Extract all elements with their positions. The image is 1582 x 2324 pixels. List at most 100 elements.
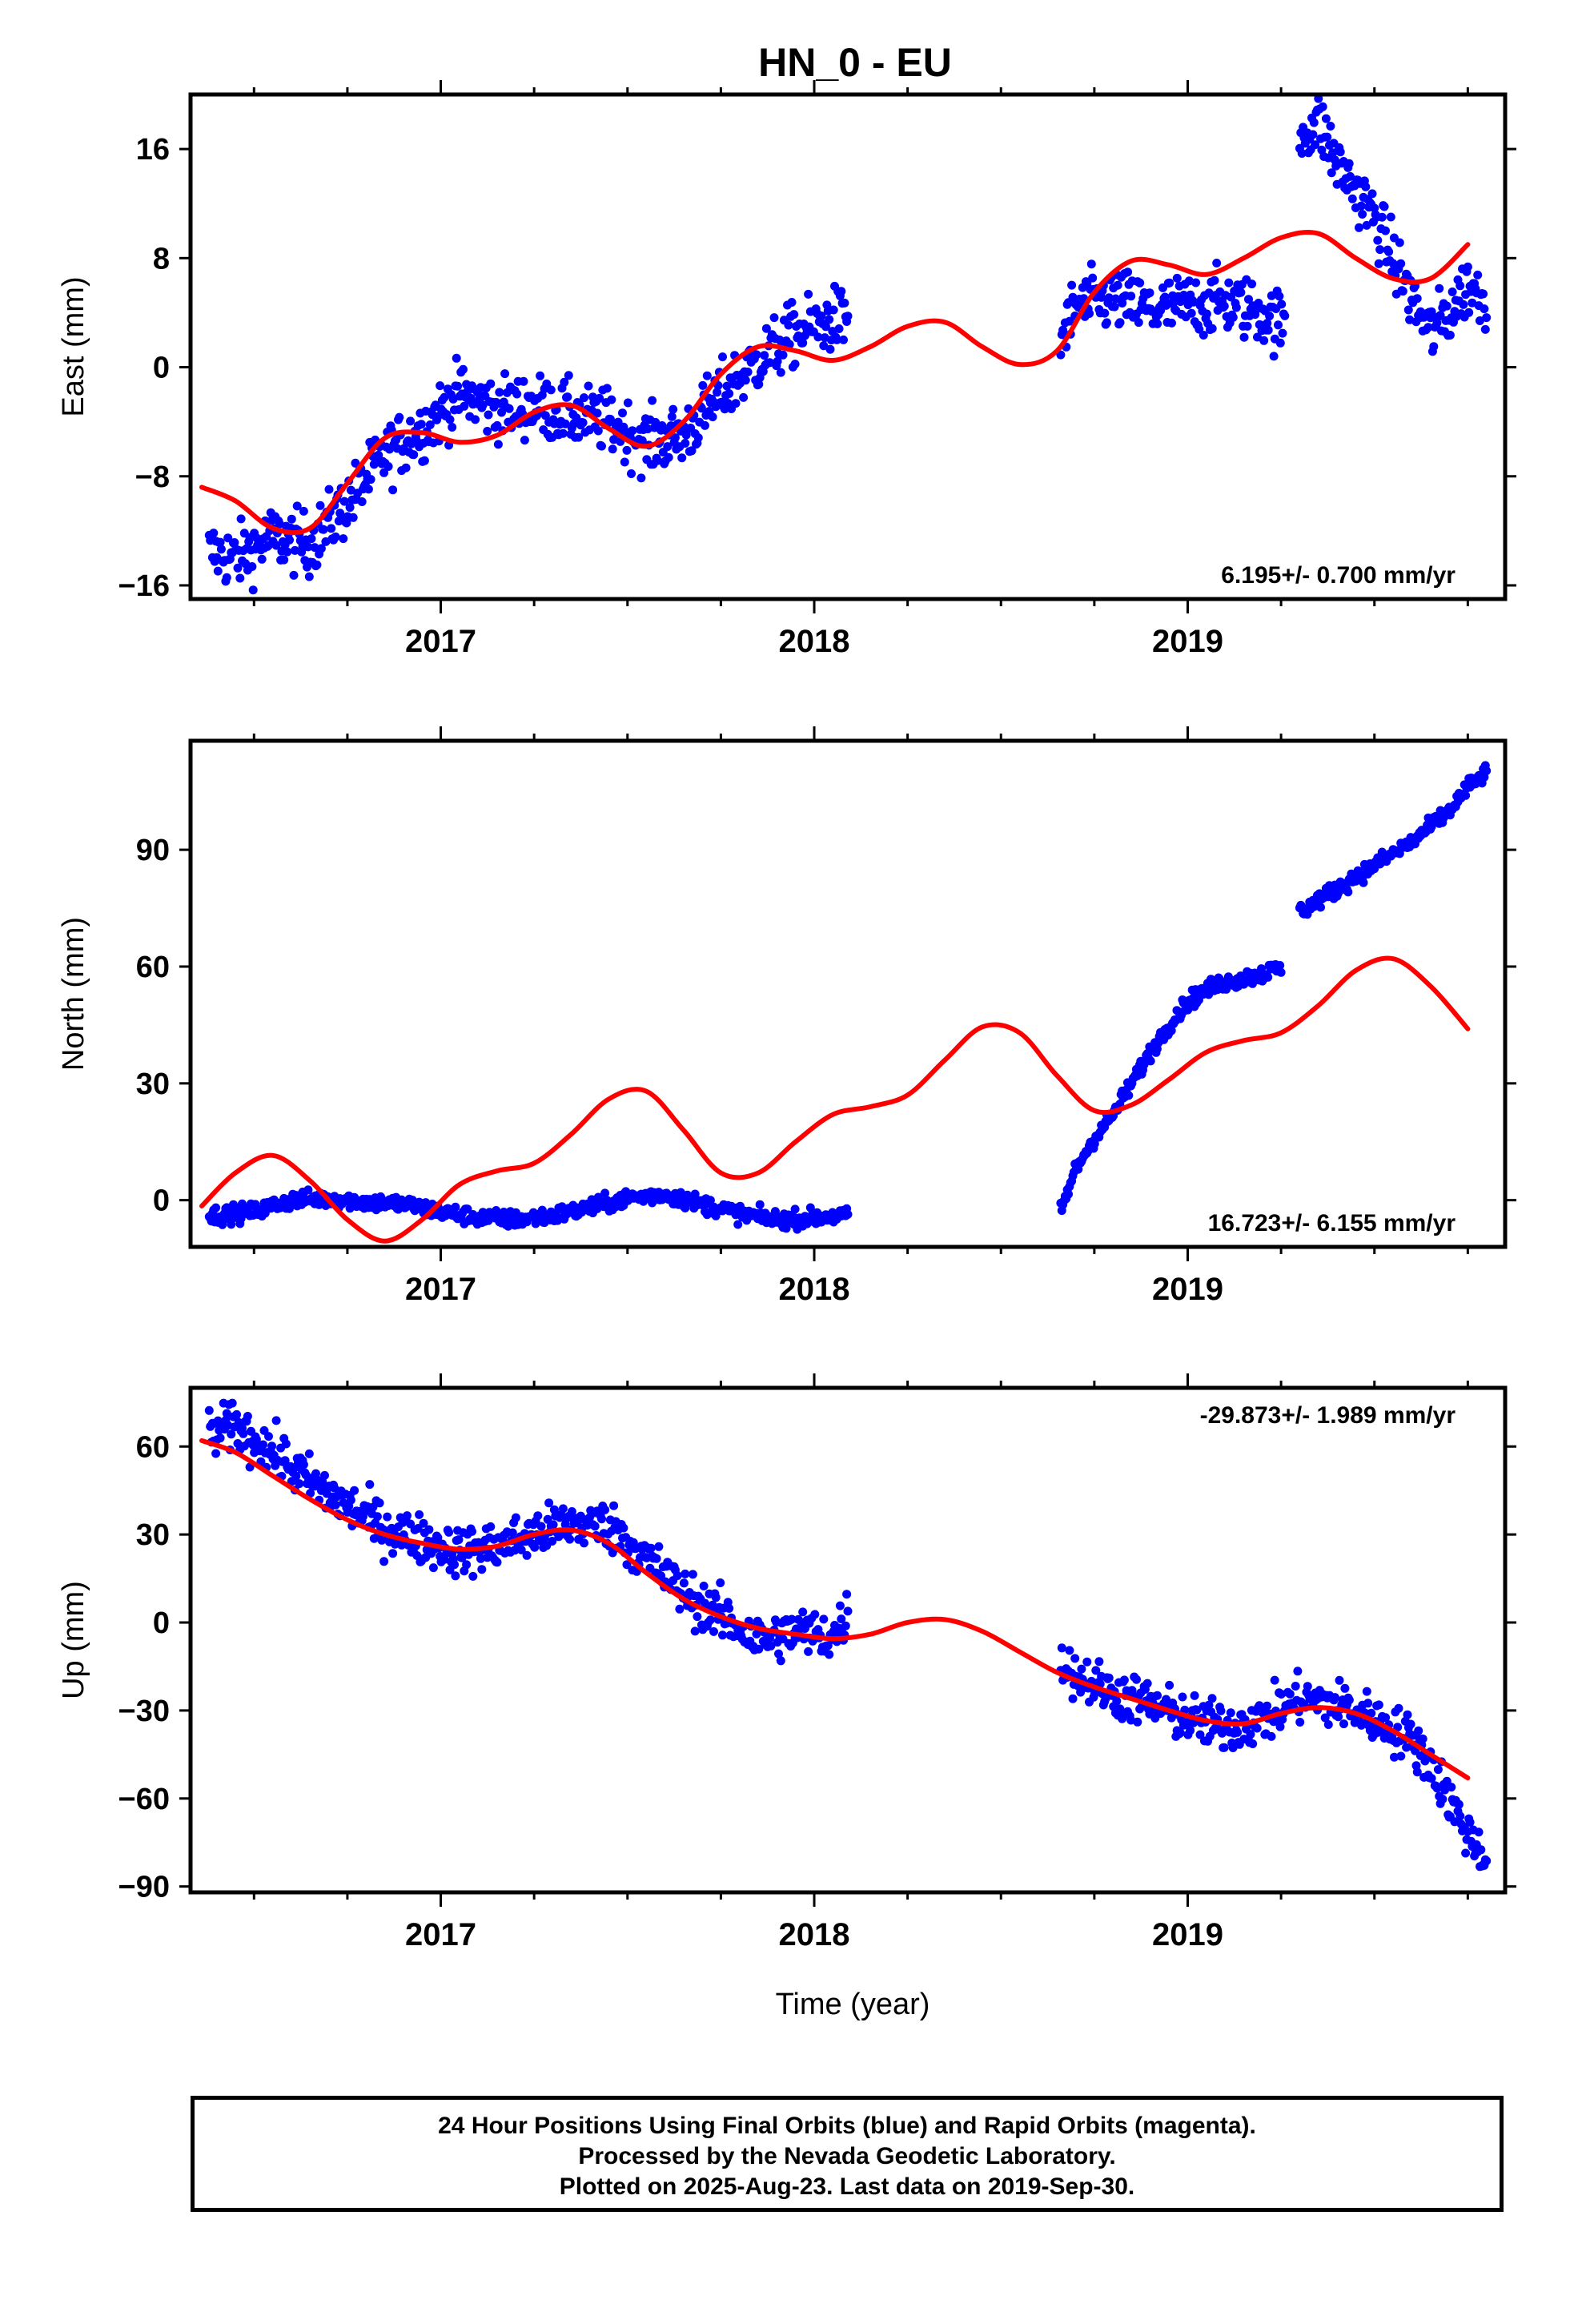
data-point [1228,312,1238,322]
data-point [622,445,632,455]
y-tick-label: 60 [136,951,170,984]
data-point [1355,223,1363,232]
data-point [248,585,258,595]
data-point [1456,1811,1465,1821]
data-point [766,1641,776,1651]
data-point [522,1550,532,1560]
data-point [784,320,793,330]
data-point [1435,283,1444,293]
data-point [653,456,662,465]
data-point [821,322,830,332]
data-point [669,404,678,414]
data-point [1252,1723,1262,1733]
data-point [295,1479,304,1489]
data-point [1362,220,1371,230]
data-point [218,1220,227,1229]
data-point [725,389,734,398]
data-point [1135,278,1145,287]
data-point [1461,1848,1471,1858]
data-point [837,287,846,296]
data-point [303,542,313,552]
data-point [705,1196,715,1205]
data-point [368,1502,378,1512]
data-point [530,1542,540,1552]
data-point [271,541,281,550]
y-axis-label-east: East (mm) [57,276,90,416]
data-point [705,1615,715,1625]
data-point [643,424,652,434]
y-tick-label: 0 [153,1184,170,1218]
data-point [1160,292,1170,302]
data-point [433,1533,443,1542]
data-point [243,1412,252,1421]
data-point [1375,245,1385,255]
data-point [663,442,673,452]
data-point [251,1434,261,1444]
data-point [713,388,722,397]
data-point [1086,259,1096,269]
data-point [324,485,334,494]
data-point [1394,1703,1403,1713]
data-point [718,352,727,362]
data-point [798,1607,808,1617]
data-point [600,1505,610,1514]
data-point [670,433,680,443]
data-point [495,388,504,397]
data-point [752,350,761,360]
data-point [1447,1783,1456,1792]
data-point [463,1204,472,1214]
y-tick-label: −8 [135,460,170,494]
data-point [1464,308,1474,317]
data-point [1263,325,1273,335]
data-point [1101,1694,1110,1703]
data-point [690,1626,700,1636]
data-point [307,534,316,544]
data-point [620,457,629,467]
data-point [578,418,588,428]
data-point [1263,972,1273,982]
data-point [1280,311,1290,320]
data-point [676,1188,685,1197]
data-point [1442,301,1452,311]
data-point [1321,114,1331,123]
data-point [675,1604,685,1614]
data-point [741,376,750,385]
data-point [1362,1687,1371,1696]
y-tick-label: 8 [153,242,170,275]
data-point [512,389,522,399]
data-point [1403,1710,1412,1719]
data-point [215,537,225,547]
y-tick-label: 0 [153,352,170,385]
data-point [1146,1056,1155,1066]
data-point [1104,1673,1114,1683]
data-point [227,1398,237,1408]
data-point [1309,118,1319,127]
data-point [1340,1683,1350,1693]
data-point [574,432,584,442]
data-point [1065,1646,1074,1655]
data-point [1104,293,1114,303]
data-point [1318,102,1327,111]
data-point [646,1543,656,1553]
data-point [267,1441,277,1451]
data-point [835,1601,845,1610]
data-point [1226,1708,1235,1718]
data-point [1219,1743,1229,1752]
data-point [1468,298,1477,308]
data-point [1456,281,1465,291]
data-point [1346,171,1355,181]
data-point [760,351,769,360]
data-point [1186,308,1196,318]
data-point [450,1560,459,1570]
data-point [303,1185,313,1195]
data-point [319,525,328,534]
data-point [257,554,267,564]
data-point [1265,312,1275,321]
data-point [363,485,373,494]
data-point [837,1614,846,1624]
data-point [290,545,299,555]
data-point [1111,294,1120,304]
data-point [702,371,712,380]
data-points-north [204,761,1492,1234]
data-point [1285,1689,1295,1699]
